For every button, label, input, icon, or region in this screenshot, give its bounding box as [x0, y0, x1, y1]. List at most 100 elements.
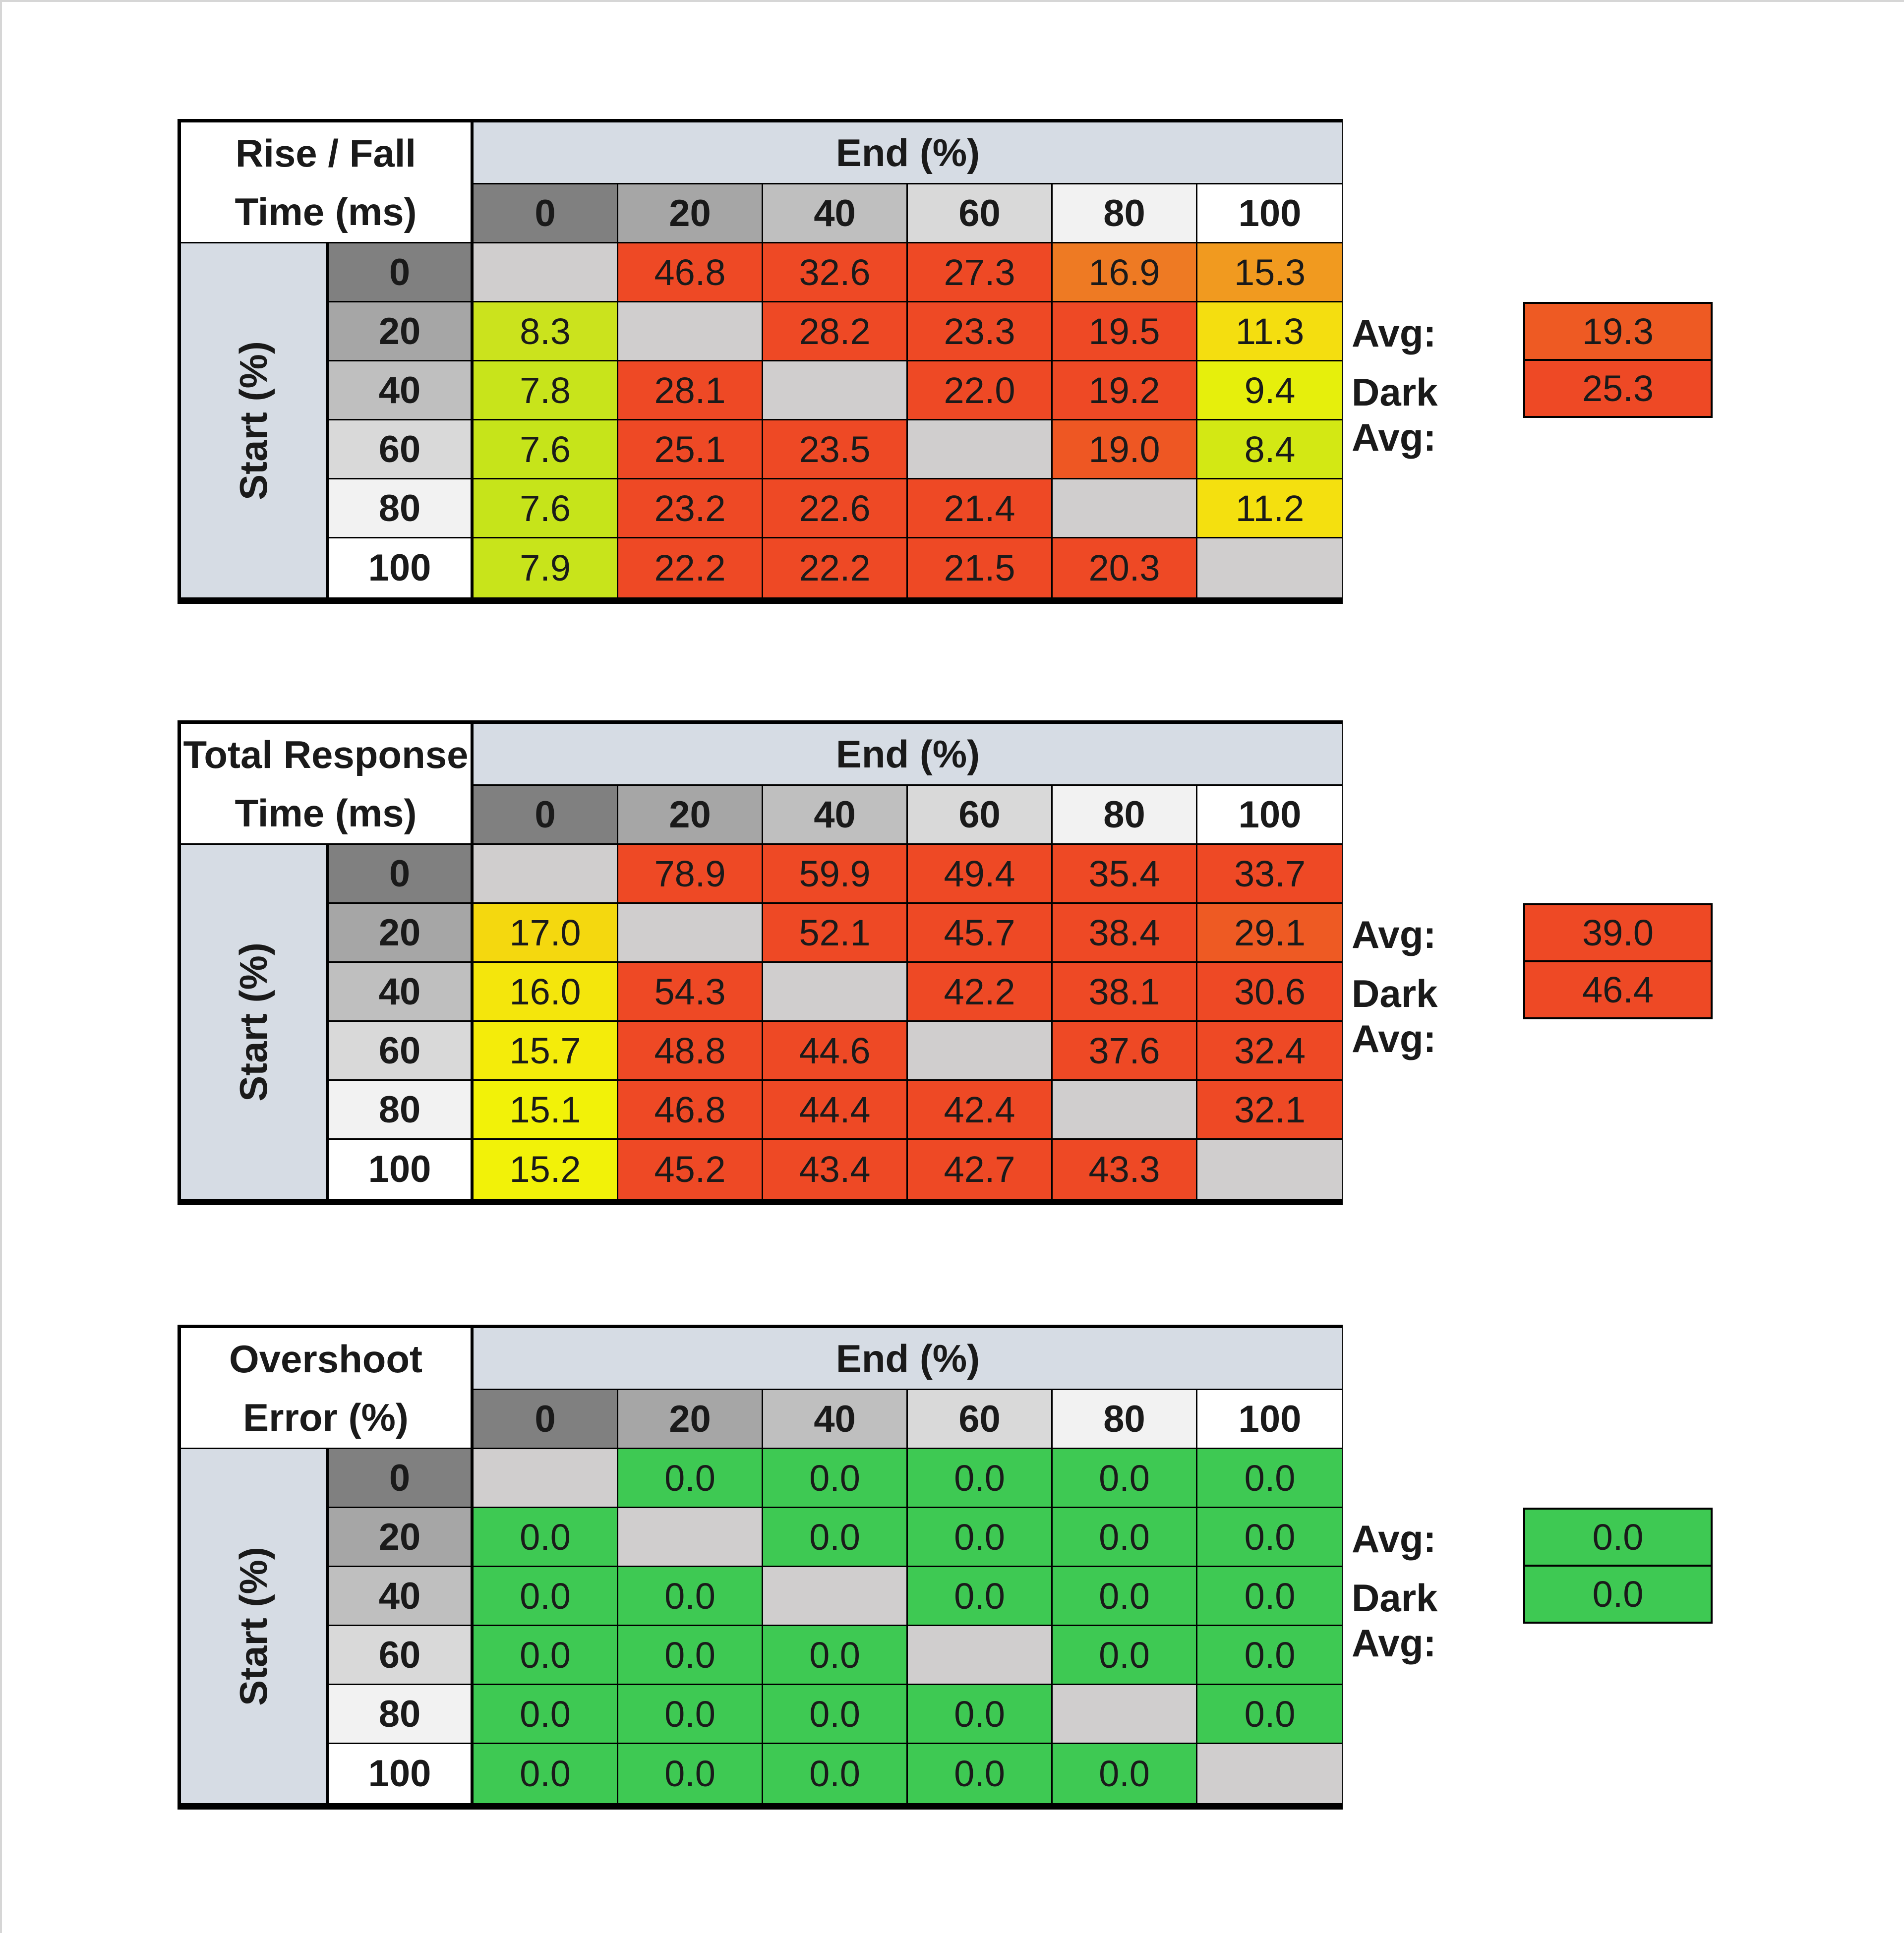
y-axis-label: Start (%) — [181, 1449, 329, 1803]
heatmap-cell: 0.0 — [618, 1744, 763, 1803]
heatmap-cell: 0.0 — [1053, 1567, 1197, 1626]
dark-avg-label: Dark Avg: — [1352, 1576, 1438, 1665]
heatmap-cell — [908, 420, 1053, 479]
avg-label: Avg: — [1352, 311, 1436, 355]
heatmap-cell: 0.0 — [618, 1685, 763, 1744]
heatmap-cell: 17.0 — [474, 904, 618, 963]
heatmap-cell: 19.0 — [1053, 420, 1197, 479]
heatmap-cell: 25.1 — [618, 420, 763, 479]
heatmap-cell: 0.0 — [763, 1626, 908, 1685]
column-header: 40 — [763, 184, 908, 243]
heatmap-cell — [618, 302, 763, 361]
heatmap-cell: 37.6 — [1053, 1022, 1197, 1081]
heatmap-cell: 59.9 — [763, 845, 908, 904]
column-header: 20 — [618, 786, 763, 845]
table-title-line: Overshoot — [229, 1337, 423, 1381]
heatmap-cell — [1197, 1744, 1342, 1803]
dark-avg-label: Dark Avg: — [1352, 972, 1438, 1060]
heatmap-cell: 44.6 — [763, 1022, 908, 1081]
dark-avg-label: Dark Avg: — [1352, 370, 1438, 459]
heatmap-cell: 22.2 — [618, 538, 763, 597]
x-axis-label: End (%) — [474, 724, 1342, 786]
heatmap-cell: 48.8 — [618, 1022, 763, 1081]
heatmap-cell: 23.5 — [763, 420, 908, 479]
y-axis-label-text: Start (%) — [231, 1546, 275, 1706]
heatmap-cell: 78.9 — [618, 845, 763, 904]
heatmap-cell: 7.9 — [474, 538, 618, 597]
row-header: 20 — [329, 1508, 474, 1567]
heatmap-cell — [618, 904, 763, 963]
y-axis-label: Start (%) — [181, 845, 329, 1199]
heatmap-cell: 28.2 — [763, 302, 908, 361]
heatmap-cell: 42.4 — [908, 1081, 1053, 1140]
dark-avg-value: 25.3 — [1523, 359, 1713, 418]
heatmap-cell: 16.0 — [474, 963, 618, 1022]
heatmap-cell — [1053, 479, 1197, 538]
heatmap-cell: 22.2 — [763, 538, 908, 597]
heatmap-cell — [474, 243, 618, 302]
heatmap-cell: 32.1 — [1197, 1081, 1342, 1140]
heatmap-cell: 46.8 — [618, 243, 763, 302]
heatmap-cell: 0.0 — [763, 1449, 908, 1508]
heatmap-cell: 33.7 — [1197, 845, 1342, 904]
column-header: 80 — [1053, 184, 1197, 243]
heatmap-cell: 0.0 — [618, 1449, 763, 1508]
heatmap-cell: 16.9 — [1053, 243, 1197, 302]
total-response-time-grid: Total Response Time (ms) End (%) 0 20 40 60 80 1… — [178, 720, 1343, 1205]
row-header: 80 — [329, 1685, 474, 1744]
heatmap-cell — [474, 1449, 618, 1508]
heatmap-cell: 0.0 — [763, 1685, 908, 1744]
heatmap-cell: 0.0 — [1053, 1626, 1197, 1685]
table-title: Overshoot Error (%) — [181, 1328, 474, 1449]
rise-fall-time-grid: Rise / Fall Time (ms) End (%) 0 20 40 60 80 100 S… — [178, 119, 1343, 604]
heatmap-cell: 11.3 — [1197, 302, 1342, 361]
y-axis-label-text: Start (%) — [231, 942, 275, 1102]
x-axis-label: End (%) — [474, 1328, 1342, 1390]
y-axis-label-text: Start (%) — [231, 341, 275, 500]
table-title-line: Total Response — [183, 732, 469, 776]
row-header: 0 — [329, 243, 474, 302]
column-header: 0 — [474, 1390, 618, 1449]
heatmap-cell: 7.6 — [474, 420, 618, 479]
heatmap-cell: 23.2 — [618, 479, 763, 538]
heatmap-cell: 15.1 — [474, 1081, 618, 1140]
heatmap-cell: 0.0 — [908, 1449, 1053, 1508]
heatmap-cell: 42.2 — [908, 963, 1053, 1022]
heatmap-cell: 30.6 — [1197, 963, 1342, 1022]
heatmap-cell: 0.0 — [474, 1685, 618, 1744]
table-title: Total Response Time (ms) — [181, 724, 474, 845]
heatmap-cell: 28.1 — [618, 361, 763, 420]
heatmap-cell: 45.2 — [618, 1140, 763, 1199]
heatmap-cell — [908, 1626, 1053, 1685]
heatmap-cell: 0.0 — [763, 1508, 908, 1567]
heatmap-cell: 0.0 — [1197, 1685, 1342, 1744]
heatmap-cell: 0.0 — [474, 1508, 618, 1567]
heatmap-cell: 0.0 — [474, 1626, 618, 1685]
heatmap-cell: 27.3 — [908, 243, 1053, 302]
column-header: 40 — [763, 1390, 908, 1449]
heatmap-cell — [1197, 538, 1342, 597]
heatmap-cell — [763, 963, 908, 1022]
heatmap-cell: 0.0 — [1197, 1449, 1342, 1508]
heatmap-cell: 0.0 — [618, 1567, 763, 1626]
avg-value: 0.0 — [1523, 1508, 1713, 1567]
row-header: 20 — [329, 904, 474, 963]
heatmap-cell: 9.4 — [1197, 361, 1342, 420]
avg-value: 19.3 — [1523, 302, 1713, 361]
heatmap-cell: 0.0 — [1053, 1508, 1197, 1567]
heatmap-cell: 19.2 — [1053, 361, 1197, 420]
heatmap-cell — [1053, 1081, 1197, 1140]
heatmap-cell — [618, 1508, 763, 1567]
heatmap-cell — [763, 1567, 908, 1626]
heatmap-cell: 0.0 — [618, 1626, 763, 1685]
heatmap-cell: 21.4 — [908, 479, 1053, 538]
column-header: 80 — [1053, 786, 1197, 845]
heatmap-cell: 8.4 — [1197, 420, 1342, 479]
column-header: 60 — [908, 1390, 1053, 1449]
table-title-line: Error (%) — [243, 1395, 409, 1439]
table-title-line: Time (ms) — [235, 791, 417, 835]
avg-label: Avg: — [1352, 913, 1436, 956]
heatmap-cell: 49.4 — [908, 845, 1053, 904]
avg-label: Avg: — [1352, 1517, 1436, 1561]
